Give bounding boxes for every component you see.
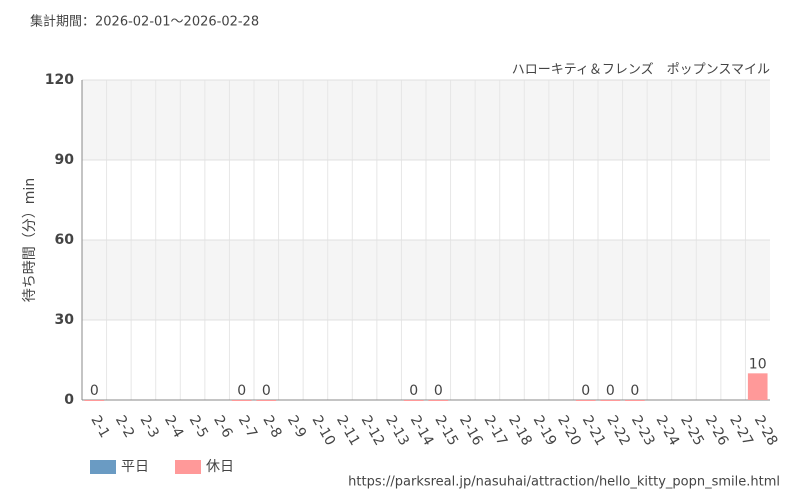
x-tick-label: 2-11 [333,413,363,449]
chart-title: ハローキティ＆フレンズ ポップンスマイル [512,62,770,78]
x-tick-label: 2-15 [431,413,461,449]
value-label: 0 [630,383,639,399]
bar [747,373,768,400]
x-tick-label: 2-20 [554,413,584,449]
value-label: 0 [409,383,418,399]
x-tick-label: 2-19 [530,413,560,449]
x-tick-label: 2-12 [358,413,388,449]
x-tick-label: 2-10 [309,413,339,449]
y-tick-label: 30 [55,312,75,328]
x-tick-label: 2-6 [210,413,235,441]
bar [428,400,449,401]
x-tick-label: 2-17 [481,413,511,449]
y-tick-label: 90 [55,152,75,168]
x-tick-label: 2-16 [456,413,486,449]
x-tick-label: 2-7 [235,413,260,441]
y-axis-label: 待ち時間（分）min [22,178,38,302]
bar [84,400,105,401]
value-label: 0 [262,383,271,399]
period-header: 集計期間：2026-02-01～2026-02-28 [30,14,259,30]
y-tick-label: 0 [64,392,74,408]
bar [256,400,277,401]
legend-swatch [175,460,201,474]
x-tick-label: 2-26 [702,413,732,449]
x-tick-label: 2-13 [382,413,412,449]
x-tick-label: 2-27 [726,413,756,449]
x-tick-label: 2-3 [137,413,162,441]
y-tick-label: 120 [45,72,74,88]
x-tick-label: 2-14 [407,413,437,449]
x-tick-label: 2-9 [284,413,309,441]
value-label: 0 [237,383,246,399]
x-tick-label: 2-5 [186,413,211,441]
x-tick-label: 2-22 [603,413,633,449]
source-url: https://parksreal.jp/nasuhai/attraction/… [348,475,780,490]
x-tick-label: 2-28 [751,413,781,449]
legend-label: 休日 [206,459,234,475]
bar [625,400,645,401]
x-tick-label: 2-21 [579,413,609,449]
x-tick-label: 2-2 [112,413,137,441]
bar [600,400,621,401]
x-tick-label: 2-24 [653,413,683,449]
x-tick-label: 2-1 [87,413,112,441]
value-label: 10 [749,356,767,372]
value-label: 0 [434,383,443,399]
bar [403,400,424,401]
bar [231,400,252,401]
x-tick-label: 2-18 [505,413,535,449]
x-tick-label: 2-25 [677,413,707,449]
legend-swatch [90,460,116,474]
x-tick-label: 2-8 [259,413,284,441]
x-tick-label: 2-23 [628,413,658,449]
value-label: 0 [606,383,615,399]
y-tick-label: 60 [55,232,75,248]
value-label: 0 [581,383,590,399]
bar [575,400,596,401]
x-tick-label: 2-4 [161,413,186,441]
legend-label: 平日 [121,459,149,475]
value-label: 0 [90,383,99,399]
